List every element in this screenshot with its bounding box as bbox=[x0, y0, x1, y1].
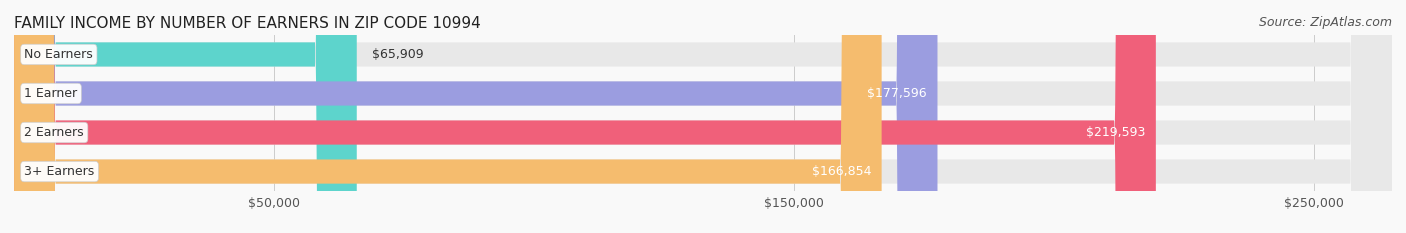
Text: $166,854: $166,854 bbox=[811, 165, 872, 178]
FancyBboxPatch shape bbox=[14, 0, 1392, 233]
FancyBboxPatch shape bbox=[14, 0, 882, 233]
FancyBboxPatch shape bbox=[14, 0, 1392, 233]
Text: 1 Earner: 1 Earner bbox=[24, 87, 77, 100]
Text: 2 Earners: 2 Earners bbox=[24, 126, 84, 139]
FancyBboxPatch shape bbox=[14, 0, 1392, 233]
Text: $65,909: $65,909 bbox=[373, 48, 425, 61]
Text: $219,593: $219,593 bbox=[1085, 126, 1146, 139]
FancyBboxPatch shape bbox=[14, 0, 1156, 233]
FancyBboxPatch shape bbox=[14, 0, 938, 233]
Text: $177,596: $177,596 bbox=[868, 87, 927, 100]
Text: FAMILY INCOME BY NUMBER OF EARNERS IN ZIP CODE 10994: FAMILY INCOME BY NUMBER OF EARNERS IN ZI… bbox=[14, 16, 481, 31]
Text: 3+ Earners: 3+ Earners bbox=[24, 165, 94, 178]
Text: Source: ZipAtlas.com: Source: ZipAtlas.com bbox=[1258, 16, 1392, 29]
FancyBboxPatch shape bbox=[14, 0, 357, 233]
FancyBboxPatch shape bbox=[14, 0, 1392, 233]
Text: No Earners: No Earners bbox=[24, 48, 93, 61]
